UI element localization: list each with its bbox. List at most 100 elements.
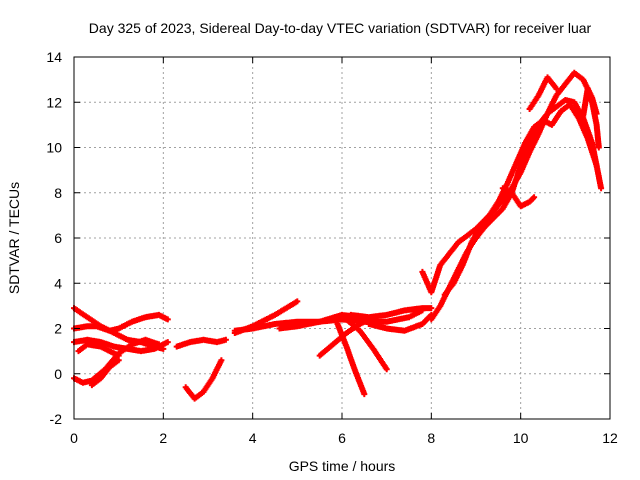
data-point (331, 342, 335, 346)
data-point (344, 345, 348, 349)
data-point (597, 146, 601, 149)
data-point (358, 329, 362, 333)
series-track-21 (526, 74, 560, 112)
data-point (456, 241, 460, 245)
data-point (537, 93, 541, 97)
data-point (353, 369, 357, 373)
data-point (318, 354, 322, 358)
data-point (545, 75, 549, 79)
data-point (514, 161, 518, 165)
data-point (577, 116, 581, 120)
data-point (161, 347, 165, 351)
data-point (510, 191, 514, 195)
x-tick-label: 2 (159, 430, 167, 446)
data-point (586, 136, 590, 140)
data-point (126, 338, 130, 342)
data-point (563, 98, 567, 102)
data-point (295, 320, 299, 324)
data-point (371, 347, 375, 351)
data-point (188, 340, 192, 344)
series-track-13 (334, 321, 368, 398)
data-point (541, 118, 545, 122)
y-tick-label: 4 (54, 275, 62, 291)
data-point (277, 327, 281, 330)
data-point (344, 331, 348, 335)
x-tick-label: 12 (602, 430, 618, 446)
series-track-10 (231, 298, 301, 336)
data-point (99, 345, 103, 349)
y-tick-label: 10 (46, 140, 62, 156)
data-point (157, 342, 161, 346)
data-point (193, 397, 197, 401)
data-point (523, 141, 527, 145)
data-point (161, 342, 165, 346)
y-tick-label: 6 (54, 230, 62, 246)
data-point (572, 71, 576, 75)
data-point (586, 87, 590, 91)
series-track-22 (580, 85, 602, 151)
data-point (385, 313, 389, 317)
data-point (108, 365, 112, 369)
data-point (581, 78, 585, 82)
data-point (233, 331, 237, 335)
data-point (452, 281, 456, 285)
y-tick-label: 14 (46, 49, 62, 65)
data-point (505, 182, 509, 186)
data-point (117, 358, 121, 362)
x-tick-label: 0 (70, 430, 78, 446)
data-point (202, 338, 206, 342)
x-tick-label: 6 (338, 430, 346, 446)
y-tick-label: -2 (50, 411, 63, 427)
data-point (210, 376, 214, 380)
data-point (336, 322, 340, 326)
data-point (224, 338, 228, 342)
data-point (595, 123, 599, 127)
data-point (143, 315, 147, 319)
data-point (429, 306, 433, 310)
data-point (130, 342, 134, 346)
data-point (478, 225, 482, 229)
data-point (595, 164, 599, 168)
data-point (85, 324, 89, 328)
data-point (108, 349, 112, 353)
data-point (554, 87, 558, 91)
data-point (496, 200, 500, 204)
series-track-7 (173, 336, 229, 350)
data-point (143, 338, 147, 342)
data-point (572, 100, 576, 104)
data-point (501, 207, 505, 211)
series-track-20 (499, 185, 538, 210)
data-point (447, 252, 451, 256)
data-point (117, 327, 121, 330)
data-point (403, 329, 407, 333)
data-point (492, 216, 496, 220)
data-point (528, 200, 532, 204)
data-point (349, 313, 353, 317)
x-tick-label: 8 (427, 430, 435, 446)
series-track-19 (441, 101, 600, 298)
data-point (108, 329, 112, 333)
data-point (590, 100, 594, 104)
data-point (487, 213, 491, 217)
chart-title: Day 325 of 2023, Sidereal Day-to-day VTE… (89, 20, 592, 36)
data-point (112, 345, 116, 349)
data-point (438, 263, 442, 267)
data-point (295, 299, 299, 303)
data-point (470, 241, 474, 245)
data-point (166, 340, 170, 344)
data-point (139, 349, 143, 353)
data-point (99, 340, 103, 344)
data-point (166, 317, 170, 321)
data-point (537, 132, 541, 136)
data-point (251, 324, 255, 328)
data-point (184, 385, 188, 389)
y-tick-label: 12 (46, 94, 62, 110)
data-point (344, 317, 348, 321)
series-track-15 (347, 305, 435, 321)
data-point (219, 358, 223, 362)
data-point (385, 367, 389, 371)
data-point (420, 306, 424, 310)
data-point (550, 123, 554, 127)
y-tick-label: 0 (54, 366, 62, 382)
data-point (532, 195, 536, 199)
